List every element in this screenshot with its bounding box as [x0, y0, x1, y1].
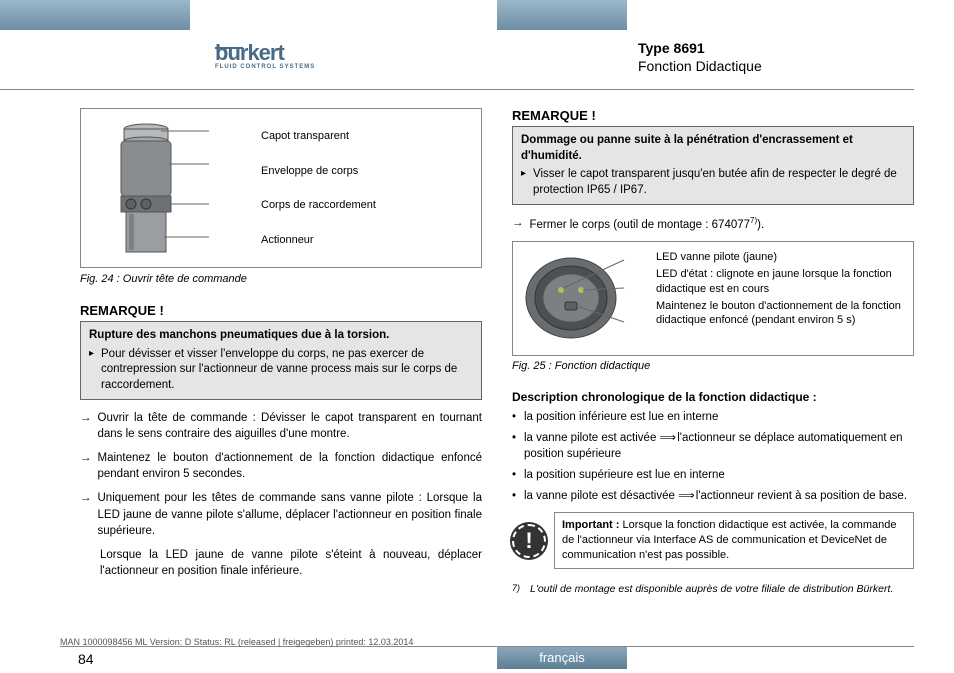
content-area: Capot transparent Enveloppe de corps Cor… [80, 108, 914, 597]
description-heading: Description chronologique de la fonction… [512, 390, 914, 404]
fig25-caption: Fig. 25 : Fonction didactique [512, 360, 914, 372]
label-conn: Corps de raccordement [261, 199, 471, 211]
page-header: burkert FLUID CONTROL SYSTEMS Type 8691 … [0, 40, 914, 90]
bullet-1: la position inférieure est lue en intern… [512, 409, 914, 425]
figure-24: Capot transparent Enveloppe de corps Cor… [80, 108, 482, 268]
device-top-illustration [521, 250, 626, 345]
label-led-status: LED d'état : clignote en jaune lorsque l… [656, 267, 905, 296]
arrow-icon: → [80, 410, 92, 442]
type-label: Type 8691 [638, 40, 762, 56]
label-button: Maintenez le bouton d'action­nement de l… [656, 299, 905, 328]
remarque-title-left: REMARQUE ! [80, 303, 482, 318]
fig24-caption: Fig. 24 : Ouvrir tête de commande [80, 273, 482, 285]
arrow-icon: → [512, 215, 524, 233]
page-number: 84 [78, 651, 94, 667]
notice-box-left: Rupture des manchons pneumatiques due à … [80, 321, 482, 400]
step-2: → Maintenez le bouton d'actionnement de … [80, 450, 482, 482]
left-column: Capot transparent Enveloppe de corps Cor… [80, 108, 482, 597]
header-subtitle: Fonction Didactique [638, 58, 762, 74]
label-cap: Capot transparent [261, 130, 471, 142]
header-gradient-right [497, 0, 627, 30]
long-arrow-icon: ⟹ [678, 490, 693, 502]
fig25-labels: LED vanne pilote (jaune) LED d'état : cl… [626, 250, 905, 347]
step-1: → Ouvrir la tête de commande : Dévisser … [80, 410, 482, 442]
print-metadata: MAN 1000098456 ML Version: D Status: RL … [60, 637, 413, 647]
step-3b: Lorsque la LED jaune de vanne pilote s'é… [80, 547, 482, 579]
header-right: Type 8691 Fonction Didactique [628, 40, 762, 74]
label-body: Enveloppe de corps [261, 165, 471, 177]
bullet-4: la vanne pilote est désactivée ⟹ l'actio… [512, 488, 914, 504]
important-note: ! Important : Lorsque la fonction didact… [512, 512, 914, 569]
arrow-icon: → [80, 490, 92, 538]
footnote-7: 7) L'outil de montage est disponible aup… [512, 583, 914, 597]
bullet-2: la vanne pilote est activée ⟹ l'actionne… [512, 430, 914, 462]
notice-box-right: Dommage ou panne suite à la pénétration … [512, 126, 914, 205]
exclamation-icon: ! [512, 524, 546, 558]
remarque-title-right: REMARQUE ! [512, 108, 914, 123]
header-gradient-left [0, 0, 190, 30]
arrow-icon: → [80, 450, 92, 482]
label-actuator: Actionneur [261, 234, 471, 246]
page-footer: MAN 1000098456 ML Version: D Status: RL … [0, 633, 954, 673]
notice-head-left: Rupture des manchons pneumatiques due à … [89, 328, 473, 344]
right-column: REMARQUE ! Dommage ou panne suite à la p… [512, 108, 914, 597]
step-close: → Fermer le corps (outil de montage : 67… [512, 215, 914, 233]
notice-body-left: Pour dévisser et visser l'enveloppe du c… [89, 347, 473, 394]
bullet-3: la position supérieure est lue en intern… [512, 467, 914, 483]
device-side-illustration [91, 119, 211, 259]
long-arrow-icon: ⟹ [660, 432, 675, 444]
brand-logo: burkert FLUID CONTROL SYSTEMS [215, 40, 315, 70]
notice-body-right: Visser le capot transparent jusqu'en but… [521, 167, 905, 198]
notice-head-right: Dommage ou panne suite à la pénétration … [521, 133, 905, 164]
language-tab: français [497, 647, 627, 669]
figure-25: LED vanne pilote (jaune) LED d'état : cl… [512, 241, 914, 356]
label-led-pilot: LED vanne pilote (jaune) [656, 250, 905, 264]
logo-text: burkert [215, 40, 284, 66]
step-3: → Uniquement pour les têtes de commande … [80, 490, 482, 538]
fig24-labels: Capot transparent Enveloppe de corps Cor… [211, 119, 471, 257]
